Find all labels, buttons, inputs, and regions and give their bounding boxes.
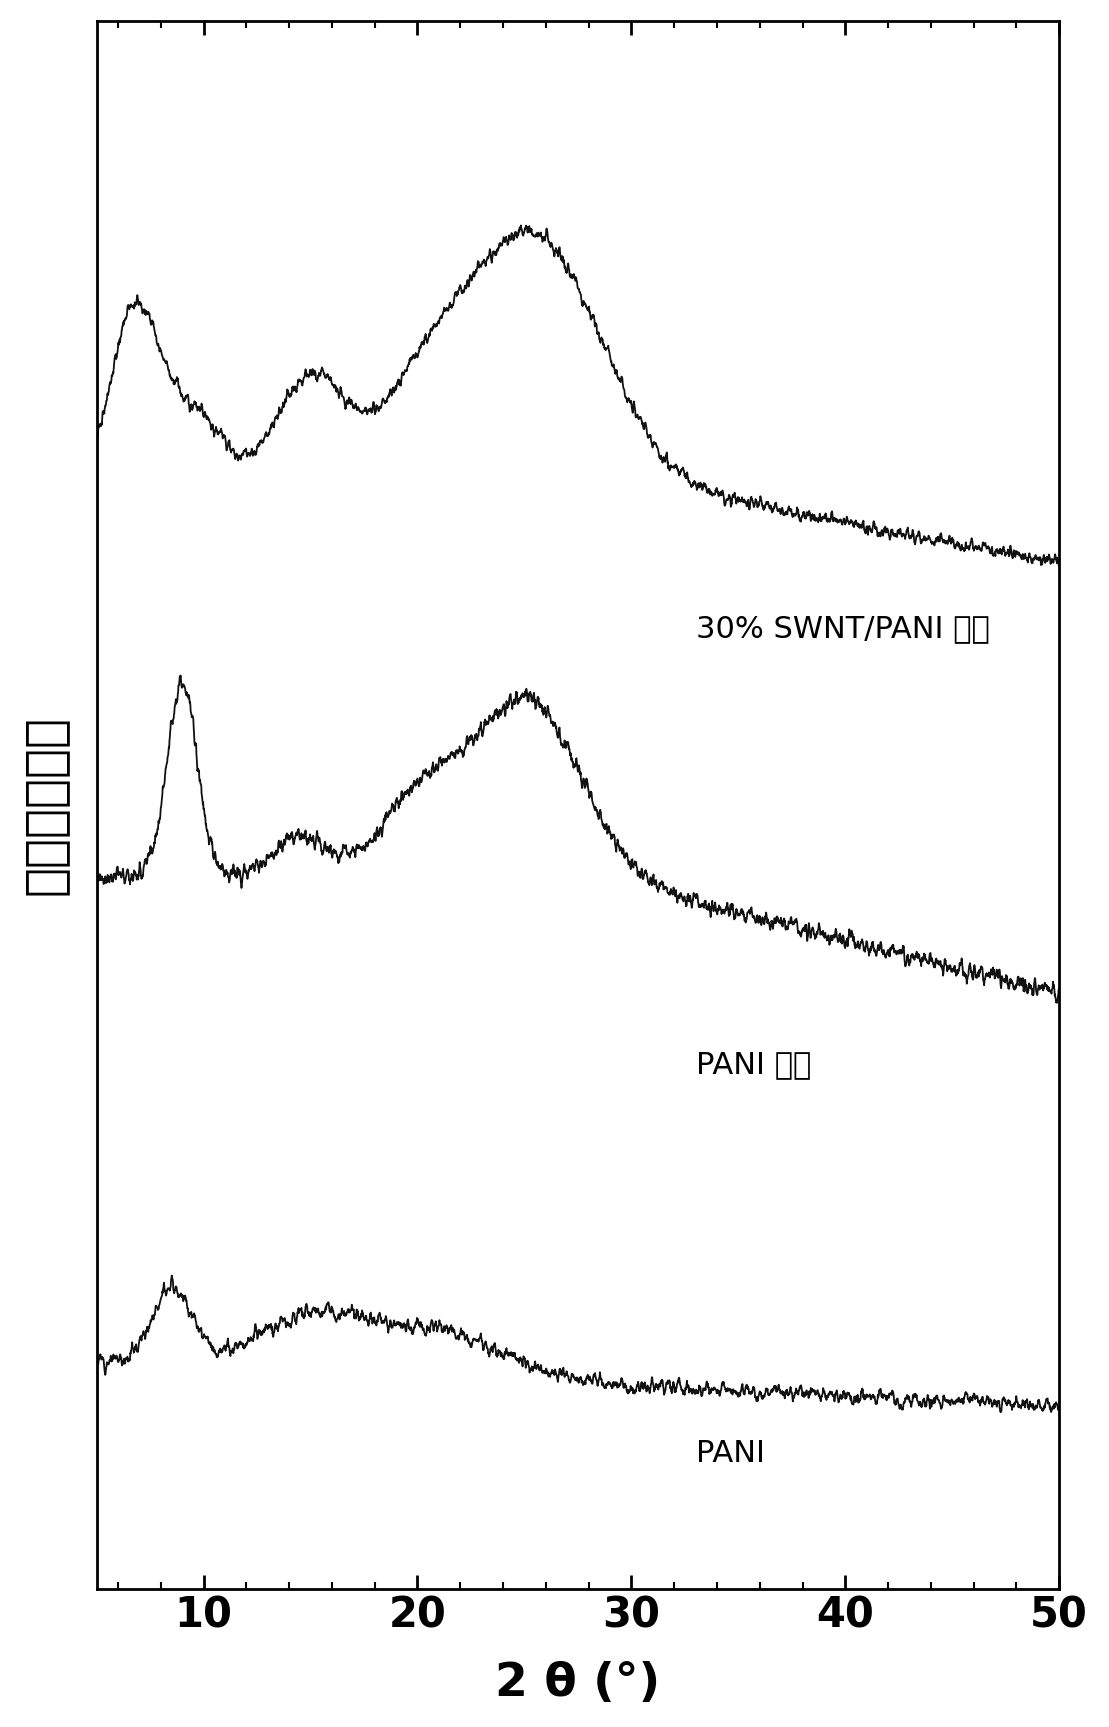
X-axis label: 2 θ (°): 2 θ (°) — [496, 1661, 661, 1706]
Text: PANI: PANI — [695, 1439, 764, 1468]
Text: 30% SWNT/PANI 薄膜: 30% SWNT/PANI 薄膜 — [695, 615, 989, 642]
Text: PANI 薄膜: PANI 薄膜 — [695, 1050, 811, 1079]
Y-axis label: 相对衍射强度: 相对衍射强度 — [21, 715, 69, 895]
